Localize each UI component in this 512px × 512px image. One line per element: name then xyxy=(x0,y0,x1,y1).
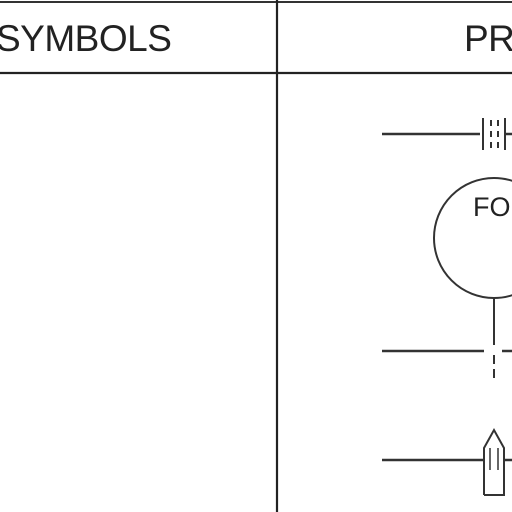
symbol-instrument-bubble xyxy=(433,177,512,340)
header-symbols: SYMBOLS xyxy=(0,18,172,59)
symbol-line-double-break xyxy=(382,118,512,150)
symbol-line-arrow-flange xyxy=(382,427,512,496)
bubble-label: FO xyxy=(473,192,511,222)
header-process: PR xyxy=(464,18,512,59)
symbol-line-dashed-cross xyxy=(382,338,512,378)
